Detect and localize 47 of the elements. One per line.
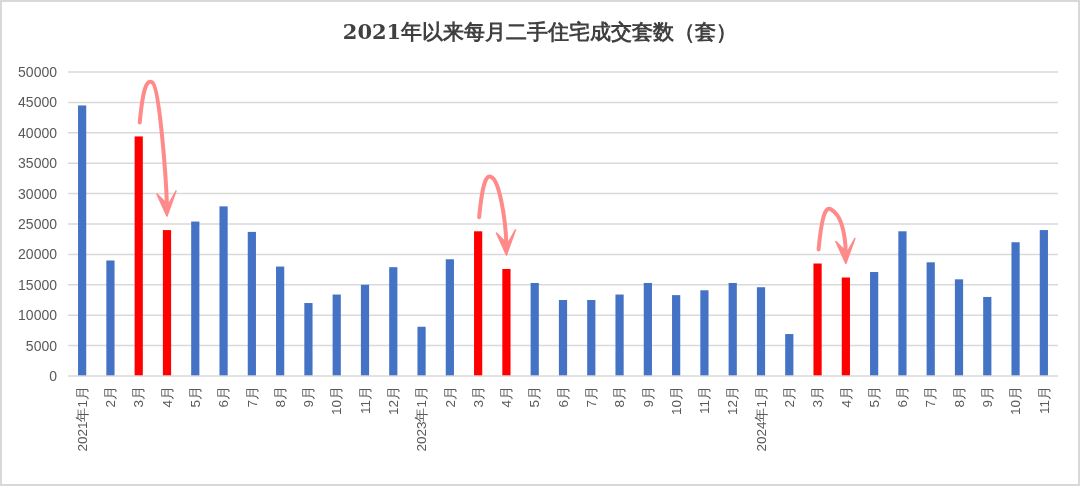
x-tick-label: 4月: [838, 386, 854, 408]
x-tick-label: 6月: [216, 386, 232, 408]
x-tick-label: 11月: [697, 386, 713, 414]
x-tick-label: 9月: [301, 386, 317, 408]
x-tick-label: 10月: [1008, 386, 1024, 416]
x-tick-label: 2024年1月: [753, 386, 769, 452]
x-tick-label: 2月: [103, 386, 119, 408]
x-tick-label: 5月: [866, 386, 882, 408]
y-tick-label: 5000: [25, 337, 57, 354]
x-tick-label: 12月: [725, 386, 741, 416]
x-tick-label: 7月: [584, 386, 599, 408]
x-tick-label: 10月: [668, 386, 684, 416]
x-tick-label: 7月: [923, 386, 939, 408]
x-tick-label: 2023年1月: [414, 386, 430, 452]
x-tick-label: 3月: [131, 386, 147, 408]
x-tick-label: 11月: [1036, 386, 1052, 414]
x-tick-label: 2021年1月: [74, 386, 90, 452]
x-tick-label: 4月: [159, 386, 175, 408]
y-tick-label: 50000: [18, 63, 57, 80]
y-tick-label: 35000: [18, 155, 57, 172]
x-tick-label: 8月: [951, 386, 967, 408]
x-tick-label: 9月: [980, 386, 995, 408]
x-tick-label: 8月: [272, 386, 288, 408]
y-tick-label: 40000: [18, 124, 57, 141]
y-tick-label: 0: [49, 367, 57, 384]
x-tick-label: 11月: [357, 386, 373, 414]
x-tick-label: 4月: [499, 386, 515, 408]
x-tick-label: 3月: [810, 386, 826, 408]
x-tick-label: 7月: [244, 386, 260, 408]
y-tick-label: 20000: [18, 246, 57, 263]
x-tick-label: 3月: [470, 386, 486, 408]
x-tick-label: 2月: [442, 386, 458, 408]
x-tick-label: 5月: [527, 386, 543, 408]
x-tick-label: 12月: [386, 386, 401, 416]
y-tick-label: 25000: [18, 215, 57, 232]
x-tick-label: 2月: [782, 386, 797, 408]
y-tick-label: 30000: [18, 185, 57, 202]
x-tick-label: 10月: [329, 386, 345, 416]
y-tick-label: 15000: [18, 276, 57, 293]
y-tick-label: 45000: [18, 94, 57, 111]
x-tick-label: 6月: [895, 386, 911, 408]
x-tick-label: 8月: [612, 386, 628, 408]
x-tick-label: 6月: [555, 386, 571, 408]
y-tick-label: 10000: [18, 307, 57, 324]
x-tick-label: 5月: [188, 386, 203, 408]
x-tick-label: 9月: [640, 386, 656, 408]
title: 2021年以来每月二手住宅成交套数（套）: [342, 19, 738, 44]
